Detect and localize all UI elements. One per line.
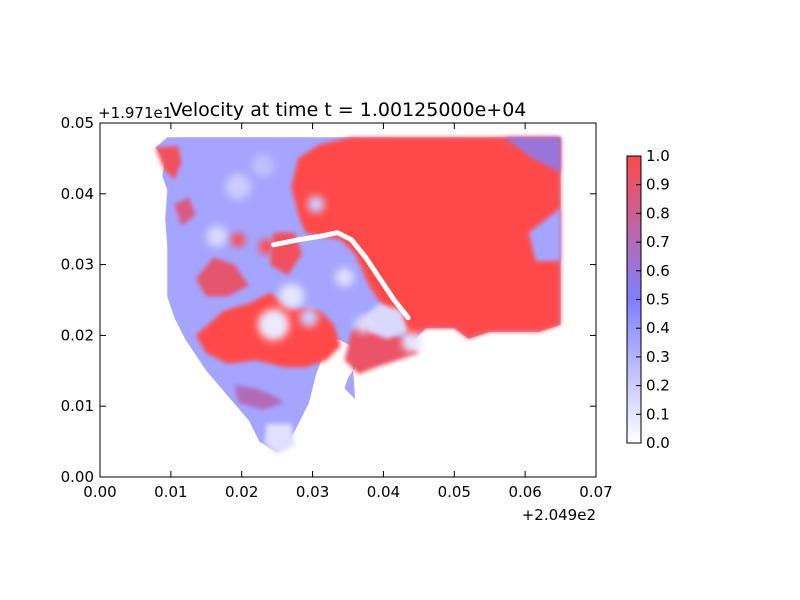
velocity-blob-9	[355, 316, 373, 334]
region-main-basin-high	[291, 137, 561, 339]
velocity-blob-12	[299, 308, 319, 327]
colorbar-tick-label: 0.3	[646, 348, 670, 366]
colorbar-tick-label: 0.1	[646, 405, 670, 423]
colorbar-tick-label: 0.7	[646, 233, 670, 251]
colorbar-tick-label: 0.2	[646, 377, 670, 395]
velocity-blob-11	[231, 232, 246, 247]
region-west-mid-high	[195, 257, 249, 297]
x-tick-label: 0.06	[508, 483, 541, 501]
velocity-blob-7	[206, 225, 228, 247]
channel-features	[271, 230, 411, 321]
velocity-blob-10	[258, 239, 275, 255]
velocity-blob-6	[251, 154, 275, 177]
region-north-inlet-high	[155, 145, 182, 180]
velocity-blob-3	[335, 268, 354, 287]
region-east-channel-low	[528, 208, 561, 262]
colorbar-tick-label: 0.8	[646, 204, 670, 222]
velocity-blobs	[206, 154, 422, 353]
x-tick-label: 0.07	[579, 483, 612, 501]
colorbar-tick-label: 0.5	[646, 291, 670, 309]
region-northeast-corner-mid	[503, 137, 561, 173]
colorbar-tick-label: 0.0	[646, 434, 670, 452]
x-tick-label: 0.01	[154, 483, 187, 501]
y-axis: 0.00 0.01 0.02 0.03 0.04 0.05	[61, 114, 596, 486]
velocity-blob-5	[225, 173, 251, 200]
y-tick-label: 0.00	[61, 468, 94, 486]
velocity-blob-4	[307, 195, 325, 213]
y-tick-label: 0.05	[61, 114, 94, 132]
colorbar-tick-label: 0.9	[646, 176, 670, 194]
colorbar-tick-label: 0.6	[646, 262, 670, 280]
colorbar-tick-label: 0.4	[646, 319, 670, 337]
y-tick-label: 0.04	[61, 185, 94, 203]
velocity-blob-8	[401, 332, 422, 353]
plot-area	[155, 137, 561, 455]
y-tick-label: 0.03	[61, 256, 94, 274]
x-tick-label: 0.04	[367, 483, 400, 501]
x-tick-label: 0.00	[83, 483, 116, 501]
chart-title: Velocity at time t = 1.00125000e+04	[170, 99, 527, 121]
colorbar-ticks: 0.0 0.1 0.2 0.3 0.4 0.5 0.6 0.7 0.8 0.9 1.0	[636, 147, 670, 452]
axes-frame	[99, 122, 597, 478]
x-tick-label: 0.02	[225, 483, 258, 501]
region-southern-tip-low	[264, 423, 295, 455]
velocity-field	[155, 137, 561, 455]
white-channel-line	[271, 230, 411, 321]
velocity-blob-2	[278, 283, 305, 310]
y-tick-label: 0.01	[61, 397, 94, 415]
x-axis: 0.00 0.01 0.02 0.03 0.04 0.05 0.06 0.07	[83, 123, 613, 501]
x-tick-label: 0.05	[438, 483, 471, 501]
velocity-blob-1	[258, 309, 290, 341]
region-west-upper-high	[174, 197, 196, 226]
x-tick-label: 0.03	[296, 483, 329, 501]
region-bay-lobe-low	[362, 303, 409, 339]
colorbar: 0.0 0.1 0.2 0.3 0.4 0.5 0.6 0.7 0.8 0.9 1.0	[626, 147, 670, 452]
y-offset-label: +1.971e1	[98, 104, 172, 122]
y-tick-label: 0.02	[61, 326, 94, 344]
x-offset-label: +2.049e2	[522, 506, 596, 524]
colorbar-tick-label: 1.0	[646, 147, 670, 165]
region-south-shore-mid	[234, 385, 285, 410]
